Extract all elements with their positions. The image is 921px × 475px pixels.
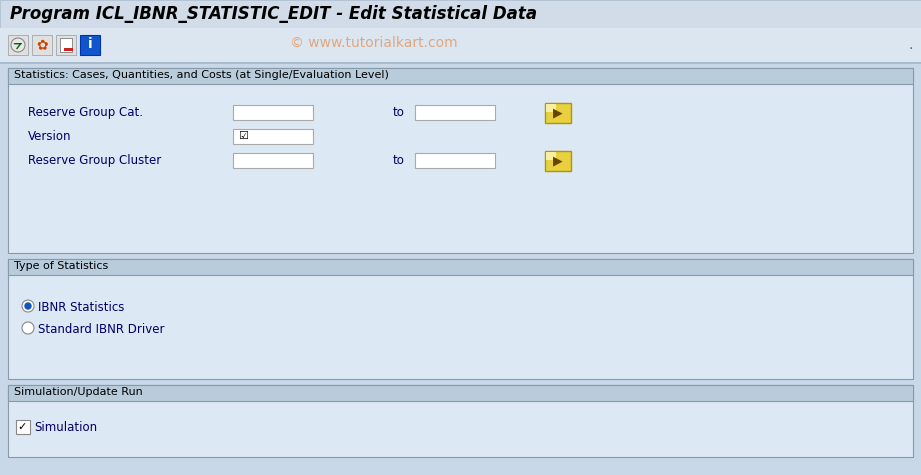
Bar (0, 0, 921, 28)
Bar (56, 35, 76, 55)
Bar (8, 259, 913, 379)
Text: © www.tutorialkart.com: © www.tutorialkart.com (290, 36, 458, 50)
Bar (8, 259, 913, 275)
Bar (233, 105, 313, 120)
Circle shape (25, 303, 31, 309)
Text: ▶: ▶ (554, 154, 563, 168)
Bar (8, 385, 913, 401)
Bar (233, 129, 313, 144)
Text: Simulation/Update Run: Simulation/Update Run (14, 387, 143, 397)
Text: ✿: ✿ (36, 38, 48, 52)
Text: ▶: ▶ (554, 106, 563, 120)
Text: i: i (87, 37, 92, 51)
Text: ☑: ☑ (238, 131, 248, 141)
Bar (545, 151, 571, 171)
Bar (0, 28, 921, 62)
Text: to: to (393, 154, 405, 167)
Bar (32, 35, 52, 55)
Circle shape (22, 300, 34, 312)
Text: Reserve Group Cluster: Reserve Group Cluster (28, 154, 161, 167)
Circle shape (22, 322, 34, 334)
Text: Reserve Group Cat.: Reserve Group Cat. (28, 106, 143, 119)
Circle shape (11, 38, 25, 52)
Text: Simulation: Simulation (34, 421, 97, 434)
Bar (545, 103, 571, 123)
Text: Version: Version (28, 130, 72, 143)
Bar (8, 385, 913, 457)
Bar (0, 62, 921, 475)
Bar (60, 38, 72, 52)
Bar (8, 68, 913, 84)
Text: Standard IBNR Driver: Standard IBNR Driver (38, 323, 165, 336)
Bar (546, 104, 556, 112)
Text: to: to (393, 106, 405, 119)
Bar (233, 153, 313, 168)
Bar (0, 62, 921, 64)
Bar (16, 420, 30, 434)
Bar (8, 35, 28, 55)
Bar (546, 152, 556, 160)
Text: .: . (908, 38, 913, 52)
Bar (80, 35, 100, 55)
Bar (415, 153, 495, 168)
Bar (415, 105, 495, 120)
Text: Type of Statistics: Type of Statistics (14, 261, 109, 271)
Bar (8, 68, 913, 253)
Bar (64, 48, 73, 51)
Text: Statistics: Cases, Quantities, and Costs (at Single/Evaluation Level): Statistics: Cases, Quantities, and Costs… (14, 70, 389, 80)
Text: ✓: ✓ (17, 422, 27, 432)
Text: IBNR Statistics: IBNR Statistics (38, 301, 124, 314)
Text: Program ICL_IBNR_STATISTIC_EDIT - Edit Statistical Data: Program ICL_IBNR_STATISTIC_EDIT - Edit S… (10, 5, 537, 23)
